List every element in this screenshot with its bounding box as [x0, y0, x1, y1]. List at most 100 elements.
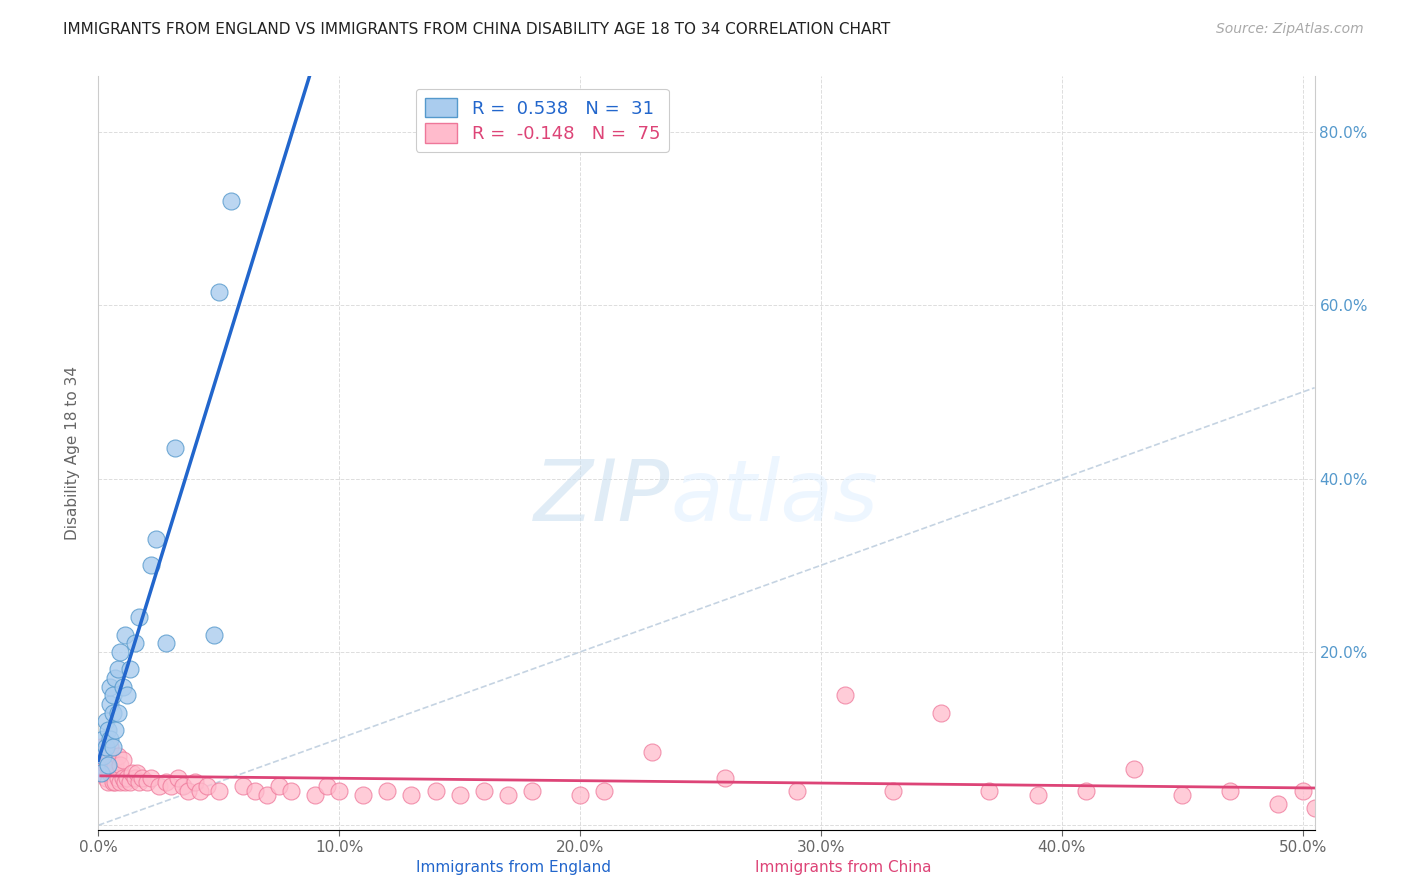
- Point: [155, 775, 177, 789]
- Point: [101, 706, 124, 720]
- Point: [128, 610, 150, 624]
- Point: [328, 783, 350, 797]
- Point: [931, 706, 953, 720]
- Point: [979, 783, 1001, 797]
- Text: Immigrants from China: Immigrants from China: [755, 861, 932, 875]
- Point: [108, 775, 131, 789]
- Point: [141, 771, 163, 785]
- Point: [108, 757, 131, 772]
- Point: [101, 740, 124, 755]
- Point: [94, 757, 117, 772]
- Point: [172, 779, 194, 793]
- Point: [107, 748, 129, 763]
- Point: [94, 771, 117, 785]
- Text: ZIP: ZIP: [534, 457, 671, 540]
- Point: [520, 783, 543, 797]
- Point: [94, 740, 117, 755]
- Point: [165, 442, 187, 456]
- Point: [184, 775, 207, 789]
- Point: [141, 558, 163, 573]
- Point: [125, 766, 148, 780]
- Point: [195, 779, 218, 793]
- Point: [135, 775, 157, 789]
- Point: [90, 753, 112, 767]
- Point: [219, 194, 242, 209]
- Point: [91, 766, 114, 780]
- Point: [118, 775, 141, 789]
- Point: [496, 788, 519, 802]
- Point: [104, 723, 127, 737]
- Point: [114, 775, 136, 789]
- Point: [104, 671, 127, 685]
- Point: [713, 771, 735, 785]
- Point: [472, 783, 495, 797]
- Point: [449, 788, 471, 802]
- Point: [100, 680, 122, 694]
- Point: [111, 680, 134, 694]
- Point: [159, 779, 181, 793]
- Point: [401, 788, 423, 802]
- Point: [1219, 783, 1241, 797]
- Point: [94, 714, 117, 729]
- Text: IMMIGRANTS FROM ENGLAND VS IMMIGRANTS FROM CHINA DISABILITY AGE 18 TO 34 CORRELA: IMMIGRANTS FROM ENGLAND VS IMMIGRANTS FR…: [63, 22, 890, 37]
- Point: [94, 740, 117, 755]
- Point: [352, 788, 374, 802]
- Point: [188, 783, 211, 797]
- Point: [114, 627, 136, 641]
- Y-axis label: Disability Age 18 to 34: Disability Age 18 to 34: [65, 366, 80, 540]
- Point: [1074, 783, 1097, 797]
- Point: [91, 745, 114, 759]
- Point: [90, 740, 112, 755]
- Point: [107, 771, 129, 785]
- Point: [145, 533, 167, 547]
- Point: [377, 783, 399, 797]
- Point: [91, 731, 114, 746]
- Point: [304, 788, 326, 802]
- Point: [97, 775, 120, 789]
- Point: [100, 766, 122, 780]
- Point: [641, 745, 664, 759]
- Point: [107, 706, 129, 720]
- Point: [208, 285, 231, 300]
- Point: [232, 779, 254, 793]
- Point: [882, 783, 904, 797]
- Text: Immigrants from England: Immigrants from England: [416, 861, 610, 875]
- Point: [243, 783, 266, 797]
- Point: [111, 771, 134, 785]
- Point: [155, 636, 177, 650]
- Point: [256, 788, 278, 802]
- Point: [107, 662, 129, 676]
- Point: [100, 748, 122, 763]
- Point: [124, 771, 146, 785]
- Text: Source: ZipAtlas.com: Source: ZipAtlas.com: [1216, 22, 1364, 37]
- Point: [202, 627, 225, 641]
- Point: [128, 775, 150, 789]
- Point: [1267, 797, 1289, 811]
- Point: [97, 757, 120, 772]
- Point: [1291, 783, 1313, 797]
- Point: [124, 636, 146, 650]
- Point: [104, 775, 127, 789]
- Point: [267, 779, 290, 793]
- Point: [593, 783, 616, 797]
- Point: [117, 771, 139, 785]
- Point: [425, 783, 447, 797]
- Point: [834, 688, 856, 702]
- Point: [1171, 788, 1194, 802]
- Point: [148, 779, 170, 793]
- Point: [1303, 801, 1326, 815]
- Point: [100, 740, 122, 755]
- Point: [121, 766, 143, 780]
- Point: [316, 779, 339, 793]
- Point: [101, 775, 124, 789]
- Point: [569, 788, 592, 802]
- Point: [91, 748, 114, 763]
- Point: [1123, 762, 1146, 776]
- Text: atlas: atlas: [671, 457, 877, 540]
- Legend: R =  0.538   N =  31, R =  -0.148   N =  75: R = 0.538 N = 31, R = -0.148 N = 75: [416, 88, 669, 152]
- Point: [100, 697, 122, 711]
- Point: [108, 645, 131, 659]
- Point: [117, 688, 139, 702]
- Point: [118, 662, 141, 676]
- Point: [97, 723, 120, 737]
